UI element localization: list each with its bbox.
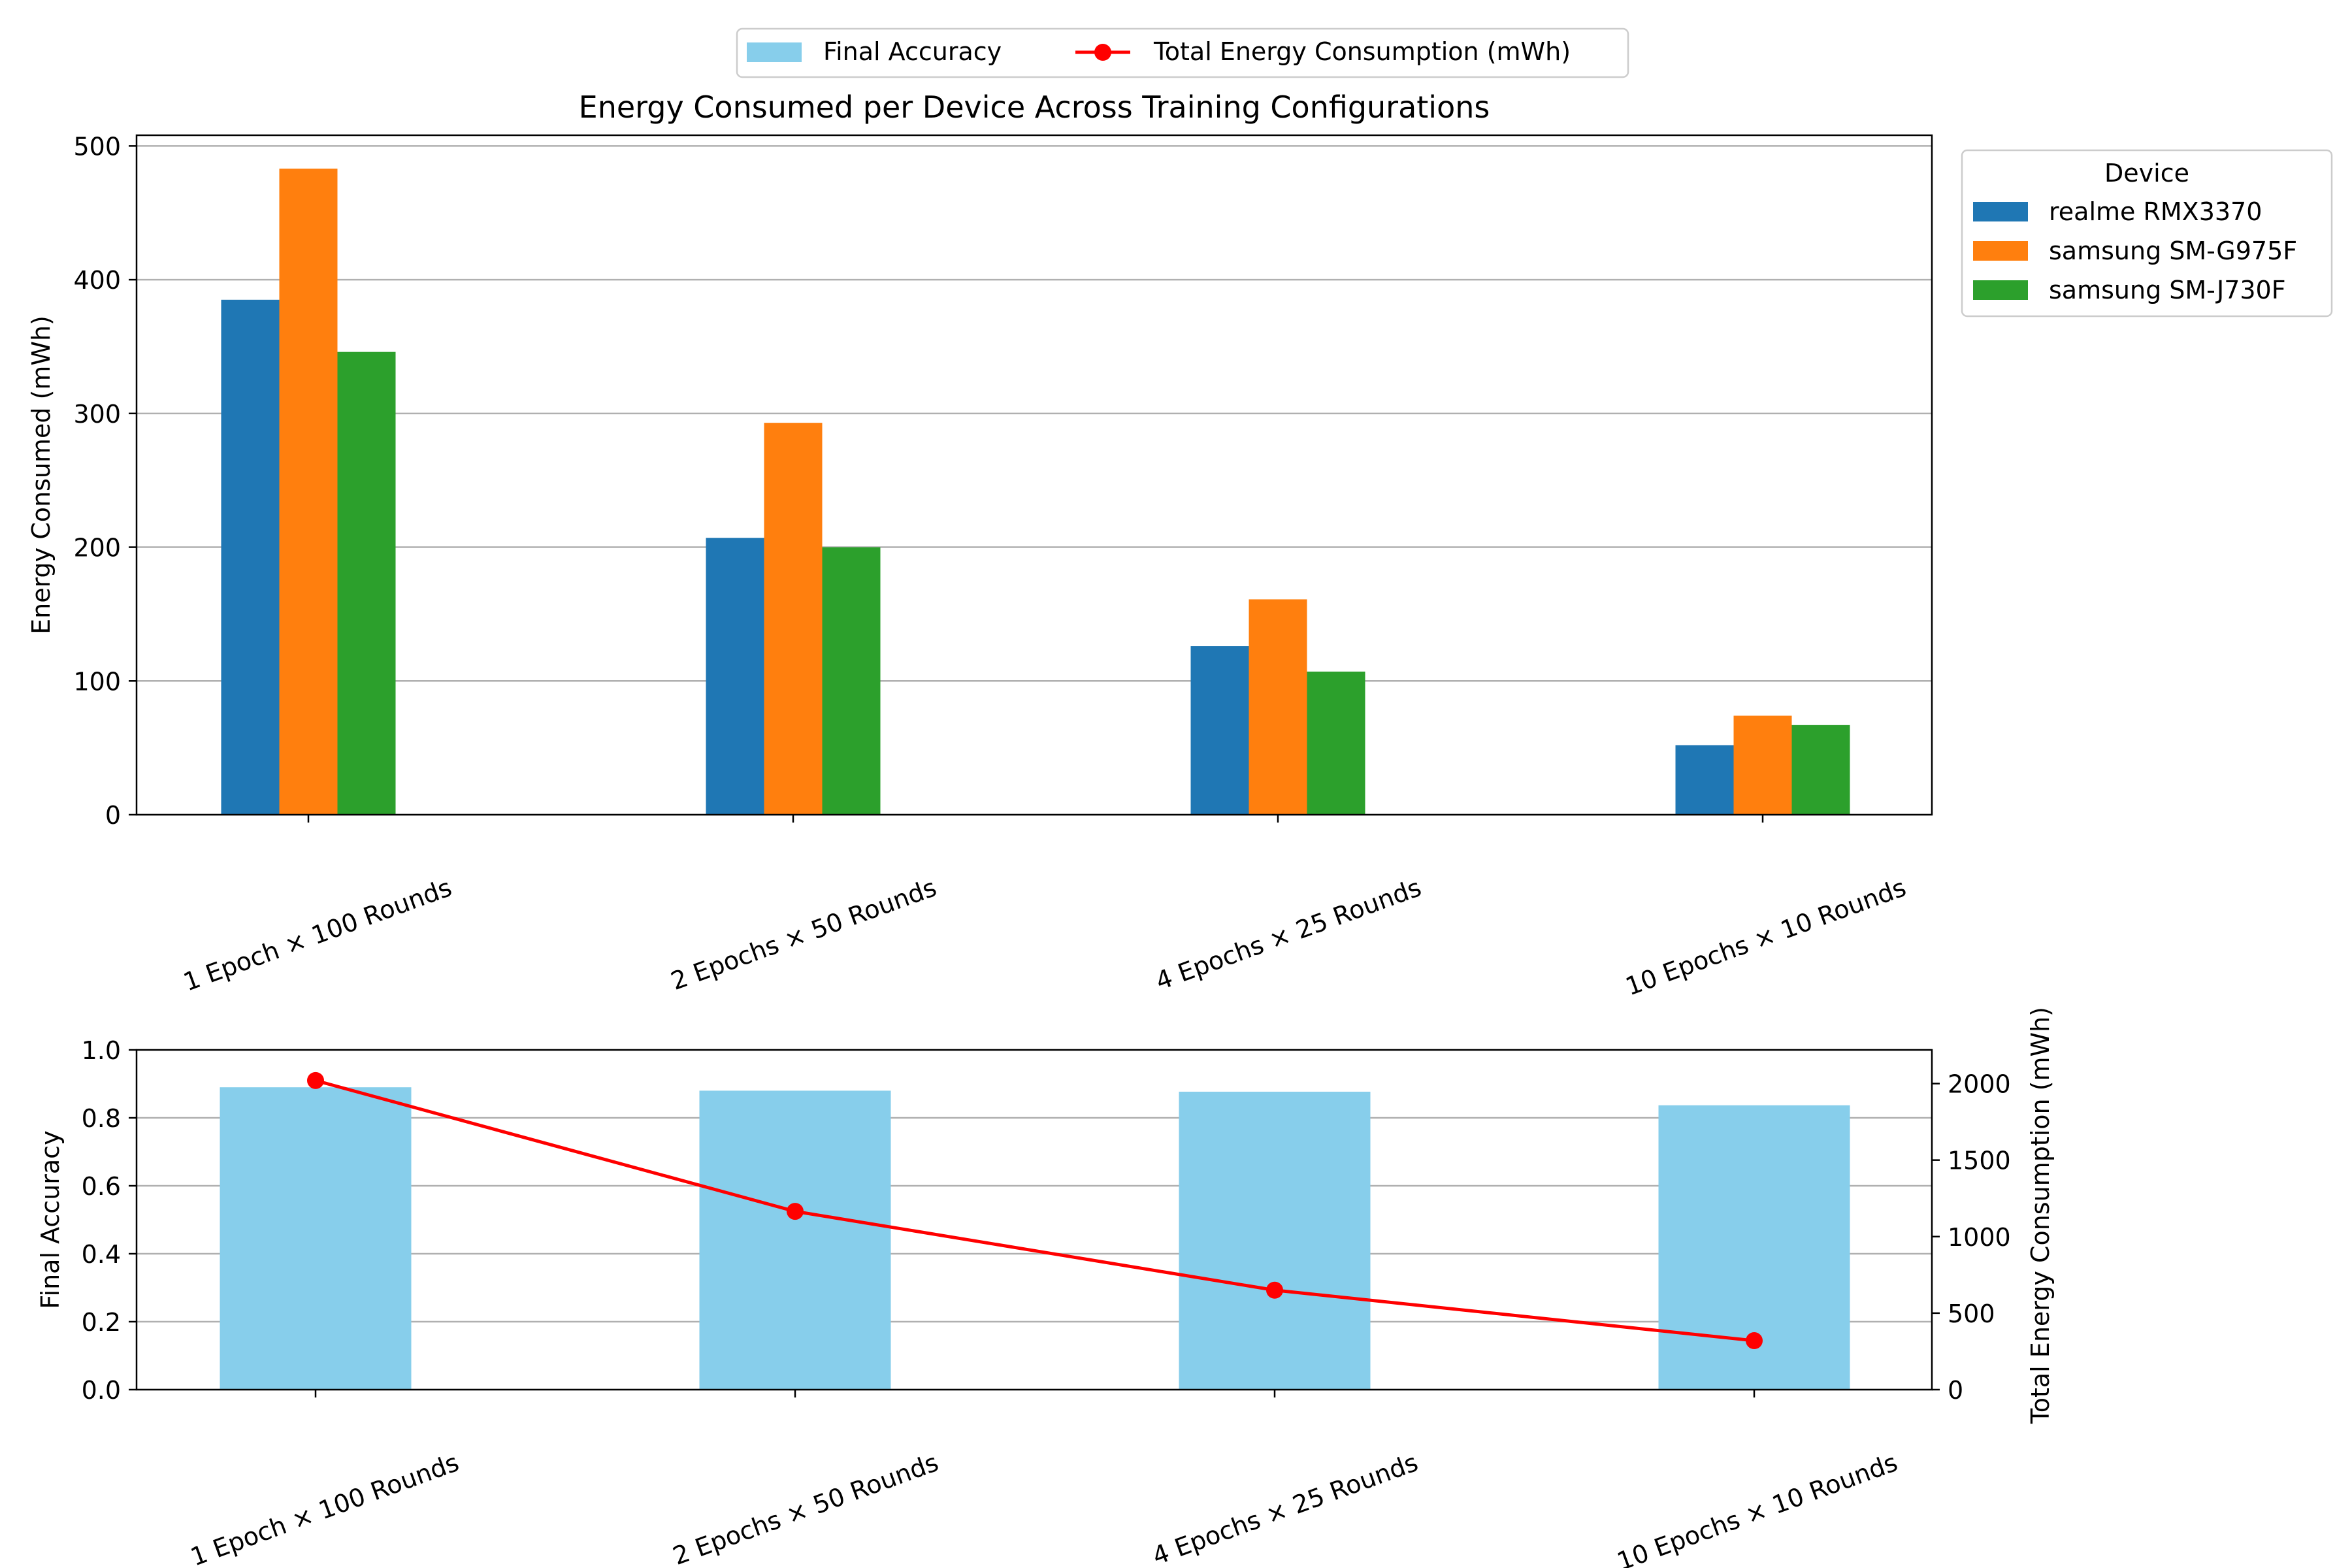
top-y-tick-label: 400: [73, 266, 121, 295]
device-legend-label: realme RMX3370: [2049, 197, 2262, 226]
top-x-tick-label: 10 Epochs × 10 Rounds: [1622, 873, 1910, 1001]
top-chart: 0 100 200 300 400 500 1 Epoch × 100 Rounds 2 Ep…: [27, 90, 2333, 1001]
device-legend-swatch: [1973, 241, 2028, 261]
energy-point: [787, 1203, 804, 1220]
bottom-y2-axis-label: Total Energy Consumption (mWh): [2026, 1007, 2055, 1424]
device-legend-title: Device: [2104, 159, 2189, 188]
bottom-y2-tick-label: 2000: [1948, 1070, 2011, 1099]
bottom-x-tick-label: 2 Epochs × 50 Rounds: [669, 1448, 942, 1568]
bottom-y-tick-label: 0.4: [82, 1240, 121, 1269]
metrics-legend-label-accuracy: Final Accuracy: [823, 37, 1002, 66]
top-chart-title: Energy Consumed per Device Across Traini…: [579, 90, 1490, 125]
device-legend-label: samsung SM-J730F: [2049, 276, 2286, 304]
metrics-legend-swatch-accuracy: [747, 42, 802, 62]
top-bar: [764, 423, 823, 815]
device-legend-label: samsung SM-G975F: [2049, 237, 2297, 265]
bottom-y-axis-label: Final Accuracy: [36, 1130, 65, 1309]
bottom-y-tick-label: 1.0: [82, 1036, 121, 1065]
device-legend-swatch: [1973, 280, 2028, 300]
energy-point: [307, 1071, 324, 1089]
device-legend-swatch: [1973, 202, 2028, 221]
top-y-axis-label: Energy Consumed (mWh): [27, 316, 56, 634]
accuracy-bar: [699, 1090, 891, 1390]
top-bar: [706, 538, 764, 815]
bottom-y2-tick-label: 0: [1948, 1376, 1963, 1405]
top-bar: [1675, 745, 1734, 815]
top-y-tick-label: 500: [73, 132, 121, 161]
device-legend-frame: [1961, 149, 2333, 318]
energy-point: [1266, 1281, 1283, 1299]
top-bar: [221, 299, 280, 815]
accuracy-bar: [1179, 1091, 1371, 1390]
bottom-x-tick-label: 10 Epochs × 10 Rounds: [1613, 1448, 1901, 1568]
top-x-tick-label: 4 Epochs × 25 Rounds: [1152, 873, 1425, 996]
top-bar: [1791, 725, 1850, 815]
bottom-y-tick-label: 0.8: [82, 1104, 121, 1133]
top-bar: [1307, 671, 1365, 815]
bottom-y-tick-label: 0.6: [82, 1172, 121, 1201]
top-y-tick-label: 200: [73, 534, 121, 563]
metrics-legend-marker-energy: [1094, 44, 1111, 61]
top-x-tick-label: 2 Epochs × 50 Rounds: [667, 873, 940, 996]
metrics-legend: Final Accuracy Total Energy Consumption (…: [736, 27, 1629, 78]
energy-point: [1746, 1332, 1763, 1350]
top-y-tick-label: 300: [73, 400, 121, 429]
top-plot-frame: [135, 134, 1933, 816]
bottom-chart: 0.0 0.2 0.4 0.6 0.8 1.0 0 500 1000 1500 2000 1 Epoc…: [36, 1007, 2055, 1568]
top-bar: [822, 547, 881, 815]
accuracy-bar: [220, 1087, 412, 1390]
bottom-y-tick-label: 0.2: [82, 1308, 121, 1337]
top-x-tick-label: 1 Epoch × 100 Rounds: [180, 873, 455, 997]
top-y-tick-label: 100: [73, 667, 121, 696]
bottom-y2-tick-label: 500: [1948, 1299, 1995, 1328]
top-bar: [1249, 599, 1307, 815]
bottom-y-tick-label: 0.0: [82, 1376, 121, 1405]
bottom-x-tick-label: 1 Epoch × 100 Rounds: [187, 1448, 463, 1568]
metrics-legend-frame: [736, 27, 1629, 78]
top-bar: [1733, 715, 1792, 815]
bottom-y2-tick-label: 1000: [1948, 1223, 2011, 1252]
bottom-y2-tick-label: 1500: [1948, 1147, 2011, 1175]
top-bar: [1190, 646, 1249, 815]
energy-line: [315, 1079, 1755, 1343]
top-y-tick-label: 0: [105, 801, 121, 830]
device-legend: Device realme RMX3370 samsung SM-G975F sams…: [1961, 149, 2333, 318]
metrics-legend-label-energy: Total Energy Consumption (mWh): [1153, 37, 1571, 66]
bottom-plot-frame: [135, 1049, 1933, 1391]
top-bar: [279, 169, 338, 815]
bottom-x-tick-label: 4 Epochs × 25 Rounds: [1149, 1448, 1422, 1568]
top-bar: [337, 351, 396, 815]
